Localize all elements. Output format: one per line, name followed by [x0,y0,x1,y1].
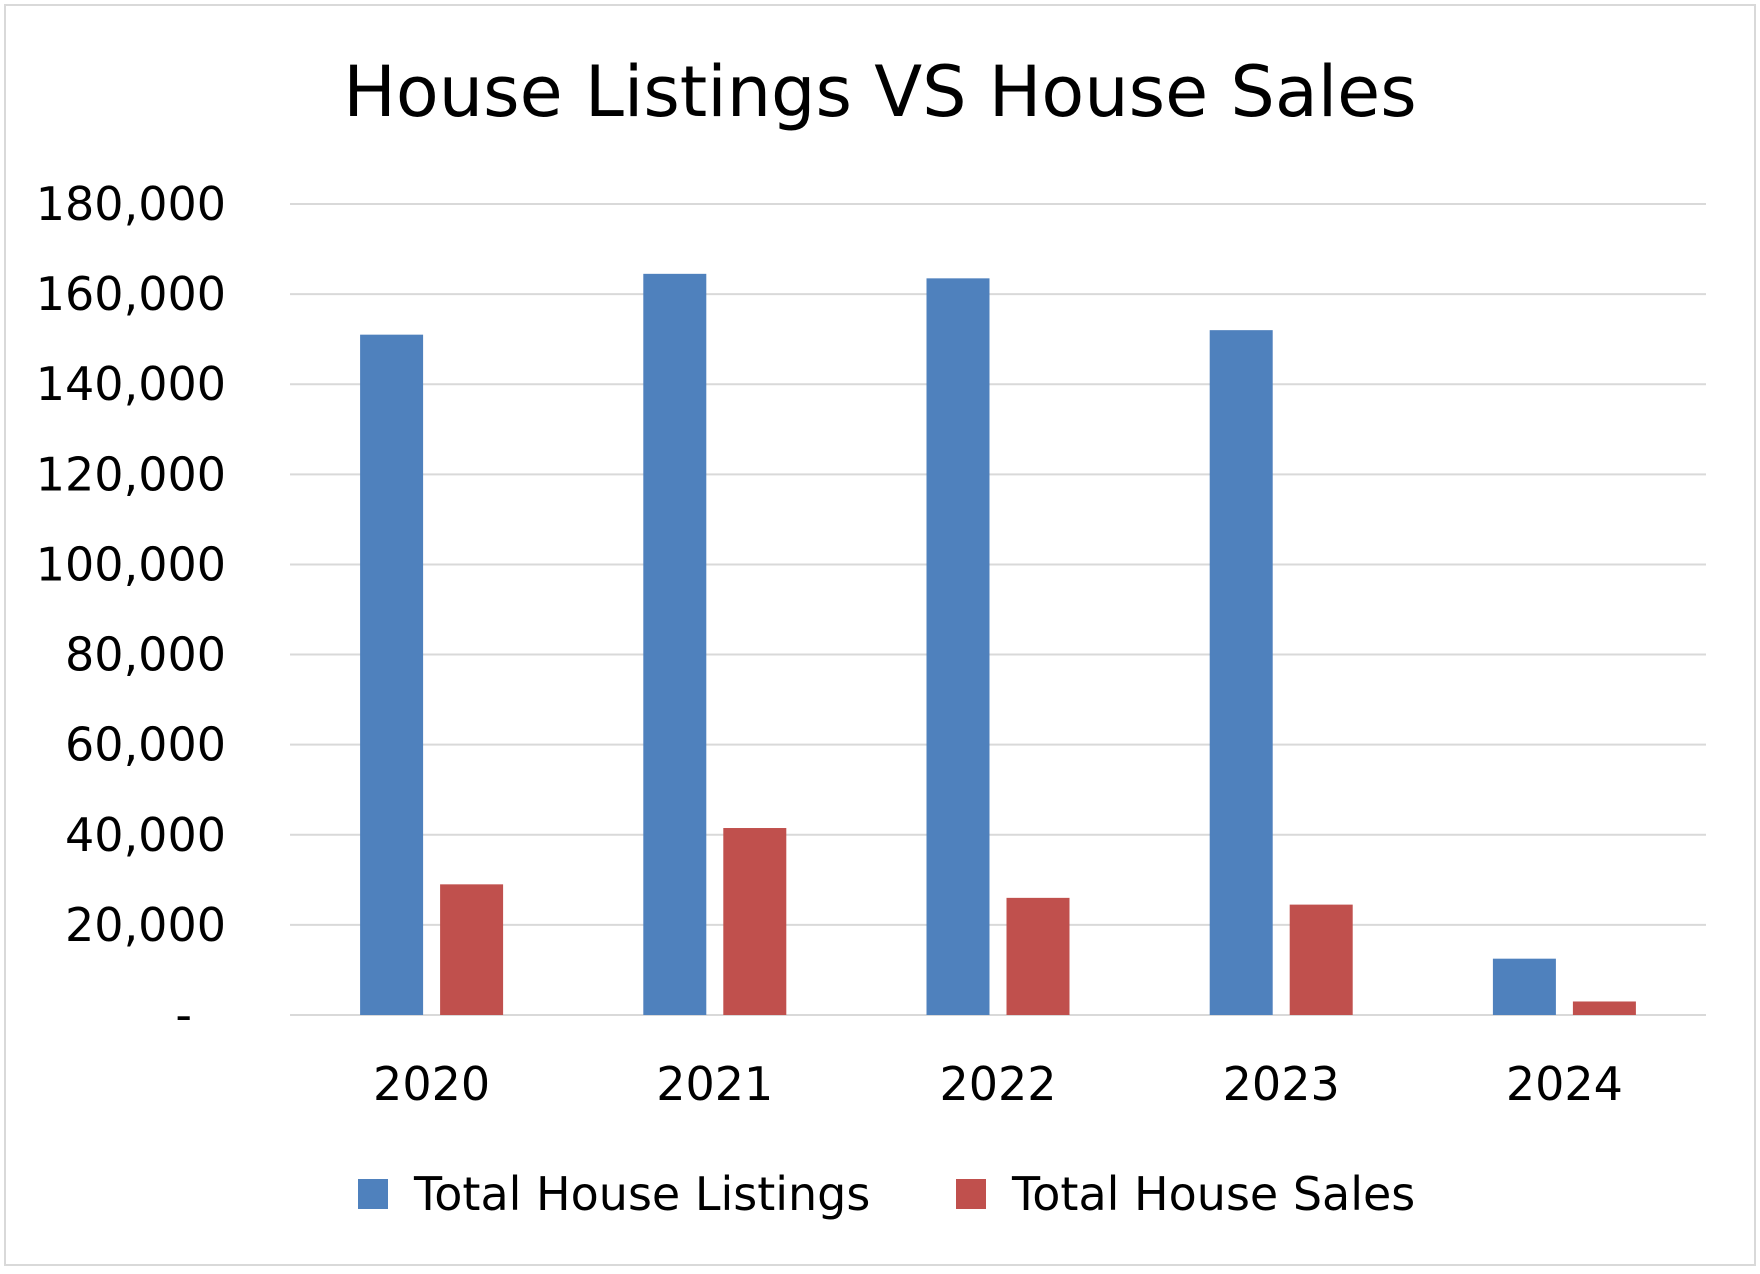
sales-bar [1006,897,1070,1015]
y-tick-label: 140,000 [36,357,226,411]
listings-bar [643,273,707,1015]
gridlines [290,203,1706,1016]
y-tick-label: 160,000 [36,267,226,321]
x-axis-ticks: 2020 2021 2022 2023 2024 [373,1057,1623,1111]
legend-label: Total House Listings [413,1167,870,1221]
sales-bar [723,828,787,1015]
chart-title: House Listings VS House Sales [343,51,1416,133]
y-axis-ticks: - 20,000 40,000 60,000 80,000 100,000 120,000 1… [36,177,226,1042]
y-tick-label: 100,000 [36,537,226,591]
legend-swatch [956,1179,986,1209]
y-tick-label: - [175,988,192,1042]
y-tick-label: 40,000 [65,808,226,862]
listings-bar [1492,958,1556,1015]
listings-bar [1209,330,1273,1016]
listings-bar [926,278,990,1015]
x-tick-label: 2024 [1506,1057,1623,1111]
sales-bar [1289,904,1353,1015]
x-tick-label: 2023 [1223,1057,1340,1111]
listings-bar [360,334,424,1015]
sales-bar [1572,1001,1636,1015]
x-tick-label: 2021 [656,1057,773,1111]
y-tick-label: 20,000 [65,898,226,952]
legend-label: Total House Sales [1011,1167,1415,1221]
x-tick-label: 2022 [939,1057,1056,1111]
chart-frame [4,4,1756,1266]
y-tick-label: 120,000 [36,447,226,501]
y-tick-label: 80,000 [65,628,226,682]
sales-bar [440,884,504,1015]
y-tick-label: 180,000 [36,177,226,231]
bars [360,273,1636,1016]
x-tick-label: 2020 [373,1057,490,1111]
legend: Total House Listings Total House Sales [358,1167,1415,1221]
legend-swatch [358,1179,388,1209]
y-tick-label: 60,000 [65,718,226,772]
